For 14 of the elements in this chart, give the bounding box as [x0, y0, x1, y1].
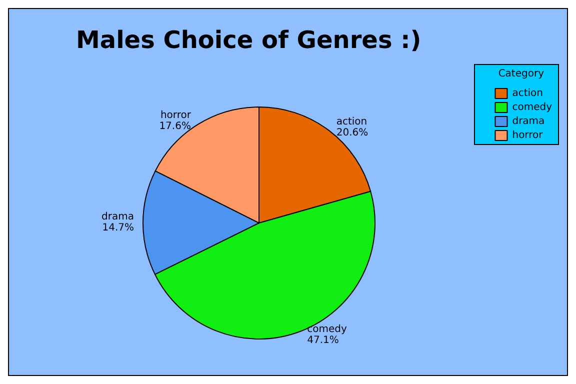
- legend-label: comedy: [512, 102, 552, 113]
- slice-label: action: [336, 116, 368, 128]
- chart-title: Males Choice of Genres :): [76, 26, 422, 54]
- slice-label: horror: [160, 110, 192, 121]
- slice-label: drama: [102, 212, 134, 223]
- legend-label: action: [512, 88, 544, 99]
- data-label: 14.7%: [102, 222, 134, 234]
- data-label: 20.6%: [336, 127, 368, 138]
- legend-title: Category: [498, 68, 544, 80]
- data-label: 47.1%: [307, 334, 339, 346]
- data-label: 17.6%: [159, 120, 191, 132]
- legend-label: drama: [512, 116, 545, 127]
- legend-label: horror: [512, 130, 544, 141]
- slice-label: comedy: [307, 324, 347, 335]
